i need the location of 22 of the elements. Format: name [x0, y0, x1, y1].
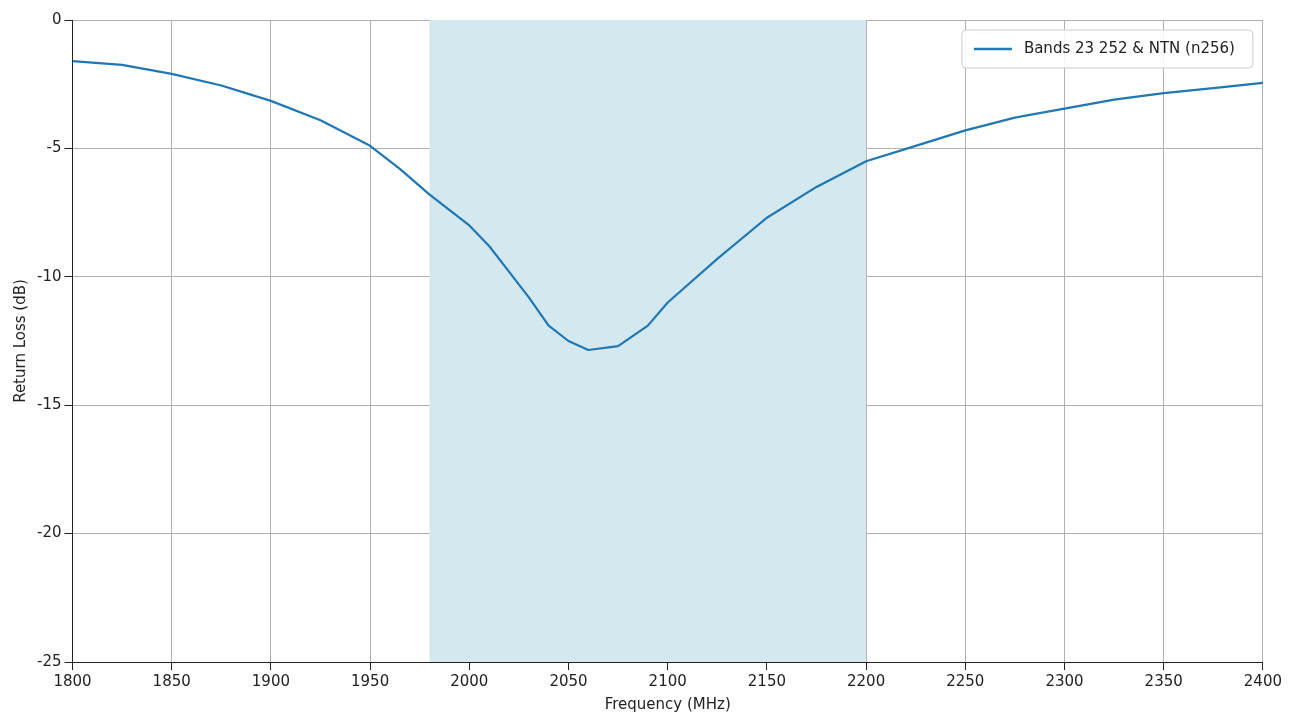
y-tick-label: -15	[37, 395, 62, 414]
x-tick-label: 2400	[1243, 671, 1283, 690]
y-axis-title: Return Loss (dB)	[10, 279, 29, 403]
x-tick-label: 2050	[549, 671, 588, 690]
x-tick-label: 1800	[53, 671, 92, 690]
legend-label: Bands 23 252 & NTN (n256)	[1023, 38, 1235, 57]
x-axis-title: Frequency (MHz)	[604, 694, 731, 713]
x-tick-label: 2250	[946, 671, 985, 690]
x-tick-label: 2350	[1144, 671, 1183, 690]
x-tick-label: 2200	[847, 671, 886, 690]
x-tick-label: 2000	[450, 671, 489, 690]
y-tick-label: -10	[37, 266, 62, 285]
x-tick-label: 1900	[251, 671, 290, 690]
x-tick-label: 1850	[152, 671, 191, 690]
x-tick-label: 2150	[747, 671, 786, 690]
x-tick-label: 2100	[648, 671, 687, 690]
x-tick-label: 2300	[1045, 671, 1084, 690]
y-tick-label: 0	[51, 9, 62, 28]
y-tick-label: -25	[37, 651, 62, 670]
y-tick-label: -20	[37, 523, 62, 542]
x-tick-label: 1950	[351, 671, 390, 690]
y-tick-label: -5	[46, 138, 62, 157]
